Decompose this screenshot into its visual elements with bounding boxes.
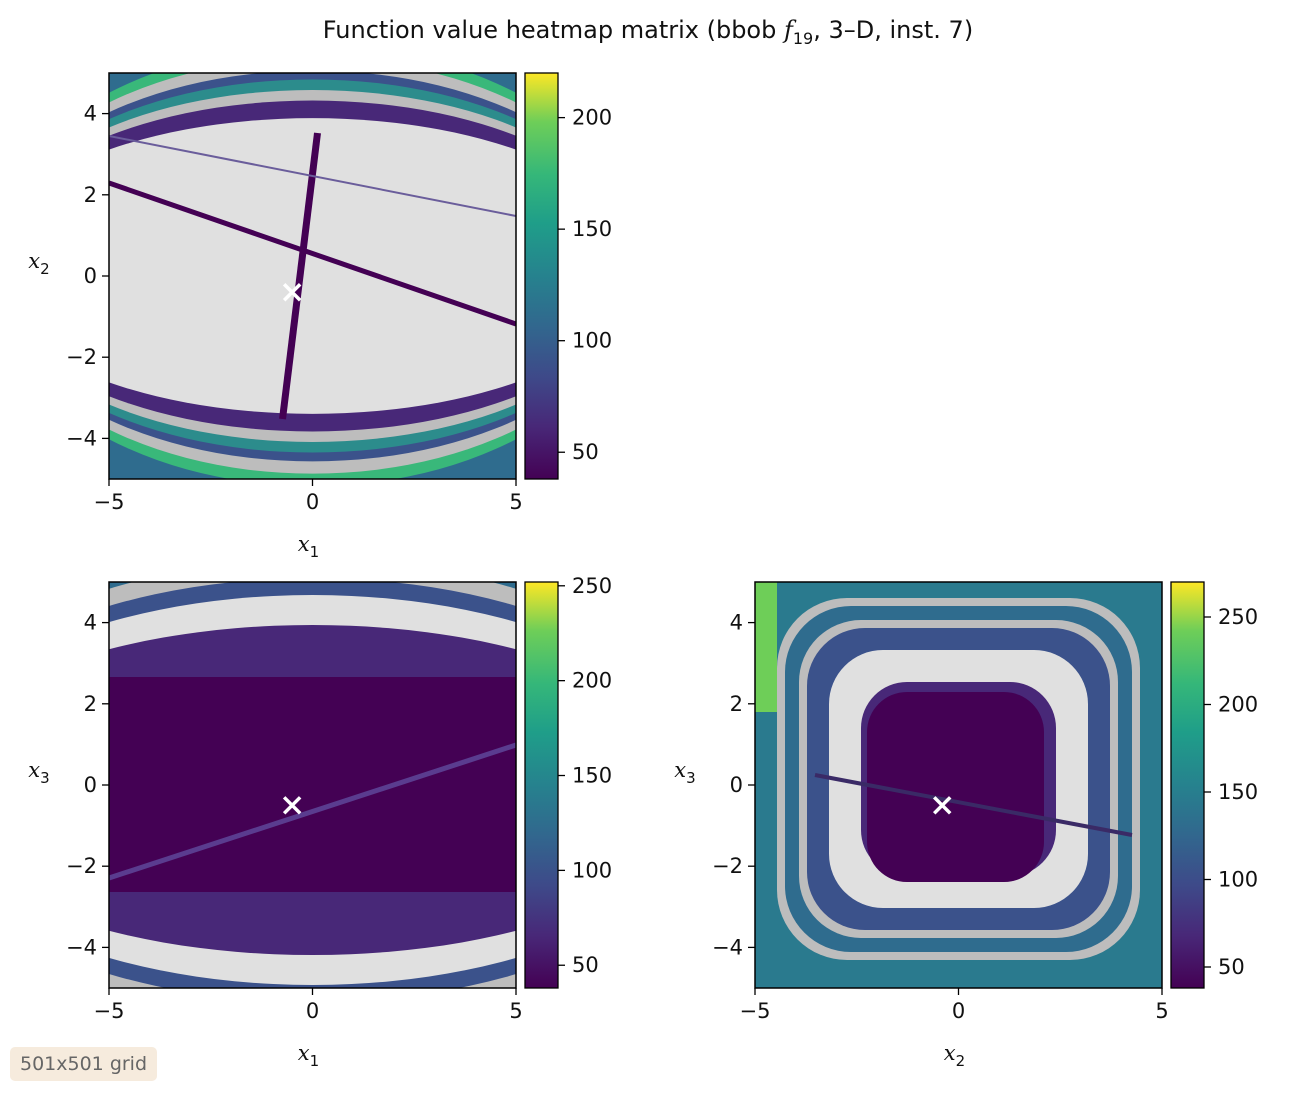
marker-stroke (282, 283, 302, 302)
title-tail: , 3–D, inst. 7) (813, 16, 974, 44)
heatmap-panel-x1-x2: −5 0 5 −4 −2 0 2 4 x1 x2 50 100 150 200 (28, 72, 612, 561)
title-main: Function value heatmap matrix (bbob (322, 16, 784, 44)
x-axis-label: x1 (298, 1041, 319, 1070)
y-tick-label: 4 (730, 611, 743, 635)
y-tick-label: 0 (84, 264, 97, 288)
valley-line (279, 132, 321, 420)
x-tick-label: −5 (740, 999, 771, 1023)
x-tick-label: 0 (952, 999, 965, 1023)
colorbar-tick-label: 200 (1218, 693, 1258, 717)
y-tick-label: −2 (712, 854, 743, 878)
contour-band (109, 118, 516, 414)
x-tick-label: −5 (94, 490, 125, 514)
colorbar-tick-label: 50 (572, 953, 599, 977)
y-axis-label: x2 (28, 249, 49, 278)
colorbar-tick-label: 150 (572, 217, 612, 241)
x-tick-label: 5 (1155, 999, 1168, 1023)
colorbar (1170, 581, 1205, 989)
heatmap-image (109, 582, 516, 988)
colorbar-tick-label: 100 (572, 858, 612, 882)
grid-size-badge: 501x501 grid (10, 1047, 158, 1081)
optimum-marker (282, 796, 302, 815)
title-sub: 19 (792, 29, 814, 48)
title-func: f (783, 16, 793, 44)
x-tick-label: 0 (306, 490, 319, 514)
heatmap-image (755, 582, 1162, 988)
x-tick-label: 0 (306, 999, 319, 1023)
chart-title: Function value heatmap matrix (bbob f19,… (0, 16, 1296, 48)
colorbar-tick-label: 100 (1218, 868, 1258, 892)
x-tick-label: −5 (94, 999, 125, 1023)
colorbar-tick-label: 200 (572, 106, 612, 130)
y-axis-label: x3 (28, 758, 49, 787)
colorbar-tick-label: 200 (572, 669, 612, 693)
heatmap-panel-x1-x3: −5 0 5 −4 −2 0 2 4 x1 x3 50 100 150 200 250 (28, 574, 612, 1070)
valley-line (109, 180, 516, 327)
colorbar-tick-label: 150 (1218, 780, 1258, 804)
ripple-line (109, 135, 516, 217)
colorbar (524, 72, 559, 480)
x-tick-label: 5 (509, 999, 522, 1023)
y-tick-label: 2 (730, 692, 743, 716)
y-tick-label: 2 (84, 183, 97, 207)
heatmap-panel-x2-x3: −5 0 5 −4 −2 0 2 4 x2 x3 50 100 150 200 250 (674, 581, 1258, 1070)
basin (867, 692, 1044, 882)
x-axis-label: x2 (944, 1041, 965, 1070)
colorbar-tick-label: 100 (572, 329, 612, 353)
colorbar-tick-label: 50 (572, 440, 599, 464)
heatmap-image (109, 73, 516, 479)
valley-line (109, 742, 516, 881)
y-tick-label: −2 (66, 854, 97, 878)
optimum-marker (932, 796, 952, 815)
optimum-marker (282, 283, 302, 302)
y-tick-label: −4 (66, 426, 97, 450)
y-axis-label: x3 (674, 758, 695, 787)
x-tick-label: 5 (509, 490, 522, 514)
colorbar-tick-label: 250 (572, 574, 612, 598)
colorbar-tick-label: 150 (572, 764, 612, 788)
y-tick-label: 0 (84, 773, 97, 797)
colorbar-tick-label: 250 (1218, 605, 1258, 629)
y-tick-label: −2 (66, 345, 97, 369)
colorbar-tick-label: 50 (1218, 955, 1245, 979)
corner-band (755, 582, 777, 712)
y-tick-label: 0 (730, 773, 743, 797)
y-tick-label: 4 (84, 611, 97, 635)
y-tick-label: −4 (712, 935, 743, 959)
valley-line (814, 773, 1133, 837)
y-tick-label: 2 (84, 692, 97, 716)
marker-stroke (932, 796, 952, 815)
colorbar (524, 581, 559, 989)
x-axis-label: x1 (298, 532, 319, 561)
y-tick-label: 4 (84, 102, 97, 126)
marker-stroke (282, 796, 302, 815)
y-tick-label: −4 (66, 935, 97, 959)
